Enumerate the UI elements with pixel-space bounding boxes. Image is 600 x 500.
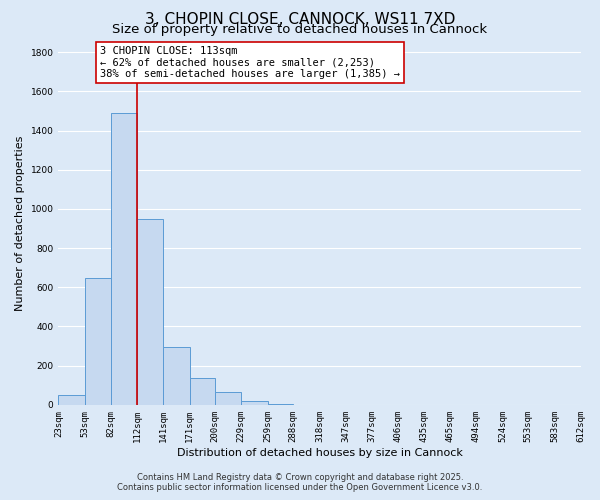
X-axis label: Distribution of detached houses by size in Cannock: Distribution of detached houses by size … <box>176 448 463 458</box>
Bar <box>268 404 293 405</box>
Bar <box>215 392 241 405</box>
Bar <box>58 395 85 405</box>
Bar <box>111 113 137 405</box>
Bar <box>85 278 111 405</box>
Bar <box>241 400 268 405</box>
Text: Contains HM Land Registry data © Crown copyright and database right 2025.
Contai: Contains HM Land Registry data © Crown c… <box>118 473 482 492</box>
Bar <box>163 347 190 405</box>
Bar <box>137 219 163 405</box>
Text: Size of property relative to detached houses in Cannock: Size of property relative to detached ho… <box>112 22 488 36</box>
Bar <box>190 378 215 405</box>
Text: 3 CHOPIN CLOSE: 113sqm
← 62% of detached houses are smaller (2,253)
38% of semi-: 3 CHOPIN CLOSE: 113sqm ← 62% of detached… <box>100 46 400 80</box>
Text: 3, CHOPIN CLOSE, CANNOCK, WS11 7XD: 3, CHOPIN CLOSE, CANNOCK, WS11 7XD <box>145 12 455 26</box>
Y-axis label: Number of detached properties: Number of detached properties <box>15 136 25 312</box>
